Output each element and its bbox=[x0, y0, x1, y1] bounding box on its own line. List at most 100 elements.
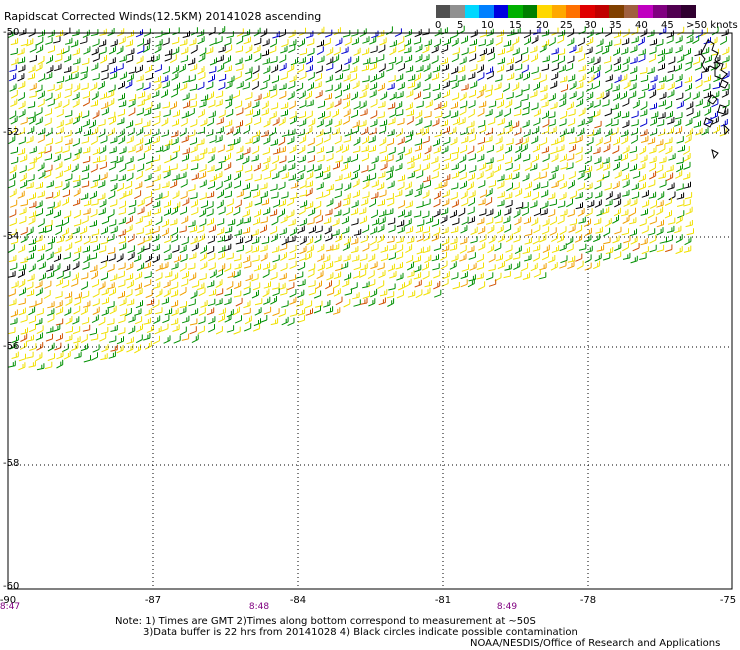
wind-barb bbox=[98, 245, 107, 253]
wind-barb bbox=[245, 173, 253, 182]
wind-barb bbox=[476, 262, 484, 270]
wind-barb bbox=[388, 243, 397, 251]
wind-barb bbox=[280, 215, 288, 224]
wind-barb bbox=[172, 82, 180, 91]
wind-barb bbox=[126, 135, 134, 144]
wind-barb bbox=[54, 246, 62, 254]
wind-barb bbox=[128, 145, 136, 153]
wind-barb bbox=[128, 107, 136, 117]
wind-barb bbox=[271, 191, 279, 199]
wind-barb bbox=[349, 73, 357, 82]
wind-barb bbox=[152, 183, 161, 191]
wind-barb bbox=[594, 253, 602, 262]
wind-barb bbox=[254, 197, 262, 206]
wind-barb bbox=[396, 290, 404, 299]
wind-barb bbox=[640, 208, 648, 216]
wind-barb bbox=[422, 28, 430, 36]
wind-barb bbox=[578, 107, 586, 117]
wind-barb bbox=[99, 199, 107, 208]
wind-barb bbox=[73, 180, 81, 188]
wind-barb bbox=[298, 111, 306, 119]
wind-barb bbox=[272, 199, 280, 208]
wind-barb bbox=[578, 216, 586, 224]
wind-barb bbox=[641, 83, 649, 92]
wind-barb bbox=[440, 119, 448, 127]
wind-barb bbox=[215, 326, 223, 335]
wind-barb bbox=[135, 216, 143, 225]
wind-barb bbox=[558, 64, 566, 73]
wind-barb bbox=[27, 162, 35, 171]
wind-barb bbox=[395, 109, 404, 117]
wind-barb bbox=[621, 135, 629, 145]
wind-barb bbox=[235, 57, 243, 65]
wind-barb bbox=[557, 200, 566, 208]
wind-barb bbox=[244, 165, 253, 173]
wind-barb bbox=[540, 208, 548, 216]
wind-barb bbox=[152, 335, 160, 345]
wind-barb bbox=[137, 245, 145, 255]
wind-barb bbox=[685, 118, 693, 127]
wind-barb bbox=[520, 262, 529, 272]
legend-swatch bbox=[594, 5, 610, 18]
wind-barb bbox=[416, 201, 424, 209]
wind-barb bbox=[261, 100, 269, 110]
wind-barb bbox=[155, 192, 163, 201]
wind-barb bbox=[550, 138, 559, 146]
wind-barb bbox=[45, 72, 53, 80]
wind-barb bbox=[280, 72, 288, 81]
wind-barb bbox=[531, 66, 539, 75]
wind-barb bbox=[467, 245, 475, 253]
wind-barb bbox=[602, 253, 611, 261]
wind-barb bbox=[458, 207, 466, 217]
wind-barb bbox=[425, 99, 433, 108]
wind-barb bbox=[566, 101, 574, 111]
wind-barb bbox=[172, 46, 180, 55]
wind-barb bbox=[100, 55, 107, 64]
wind-barb bbox=[352, 292, 360, 300]
wind-barb bbox=[458, 164, 466, 174]
wind-barb bbox=[677, 54, 685, 63]
wind-barb bbox=[134, 316, 143, 325]
wind-barb bbox=[342, 64, 350, 72]
wind-barb bbox=[18, 244, 26, 253]
wind-barb bbox=[710, 111, 718, 120]
wind-barb bbox=[317, 154, 325, 163]
wind-barb bbox=[179, 127, 187, 137]
wind-barb bbox=[134, 282, 142, 291]
wind-barb bbox=[377, 171, 386, 179]
wind-barb bbox=[225, 206, 233, 216]
wind-barb bbox=[479, 84, 487, 93]
wind-barb bbox=[280, 252, 287, 261]
wind-barb bbox=[226, 198, 234, 207]
wind-barb bbox=[37, 134, 45, 144]
wind-barb bbox=[90, 236, 98, 244]
wind-barb bbox=[515, 144, 523, 153]
wind-barb bbox=[38, 226, 47, 234]
wind-barb bbox=[368, 172, 377, 181]
wind-barb bbox=[703, 75, 711, 83]
y-tick-label: -56 bbox=[3, 341, 20, 352]
wind-barb bbox=[494, 242, 502, 252]
wind-barb bbox=[136, 163, 145, 172]
wind-barb bbox=[243, 287, 251, 296]
wind-barb bbox=[8, 255, 17, 263]
wind-barb bbox=[395, 251, 404, 260]
wind-barb bbox=[44, 170, 52, 179]
legend-swatch bbox=[522, 5, 538, 18]
wind-barb bbox=[415, 54, 423, 63]
wind-barb bbox=[17, 73, 25, 82]
wind-barb bbox=[485, 217, 494, 225]
wind-barb bbox=[287, 136, 295, 145]
wind-barb bbox=[171, 262, 179, 270]
wind-barb bbox=[189, 137, 197, 146]
wind-barb bbox=[377, 71, 385, 80]
wind-barb bbox=[99, 161, 107, 170]
wind-barb bbox=[623, 80, 631, 90]
wind-barb bbox=[539, 74, 547, 83]
wind-barb bbox=[432, 65, 441, 73]
wind-barb bbox=[17, 92, 25, 101]
wind-barb bbox=[304, 251, 312, 261]
wind-barb bbox=[460, 127, 468, 136]
wind-barb bbox=[460, 271, 468, 279]
wind-barb bbox=[476, 89, 484, 99]
